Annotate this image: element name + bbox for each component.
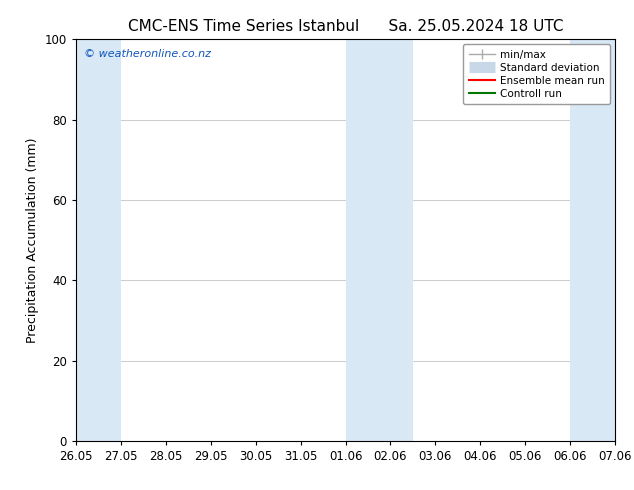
Title: CMC-ENS Time Series Istanbul      Sa. 25.05.2024 18 UTC: CMC-ENS Time Series Istanbul Sa. 25.05.2… — [128, 19, 563, 34]
Bar — [54, 39, 121, 441]
Text: © weatheronline.co.nz: © weatheronline.co.nz — [84, 49, 211, 59]
Bar — [570, 39, 634, 441]
Bar — [346, 39, 413, 441]
Legend: min/max, Standard deviation, Ensemble mean run, Controll run: min/max, Standard deviation, Ensemble me… — [463, 45, 610, 104]
Y-axis label: Precipitation Accumulation (mm): Precipitation Accumulation (mm) — [26, 137, 39, 343]
